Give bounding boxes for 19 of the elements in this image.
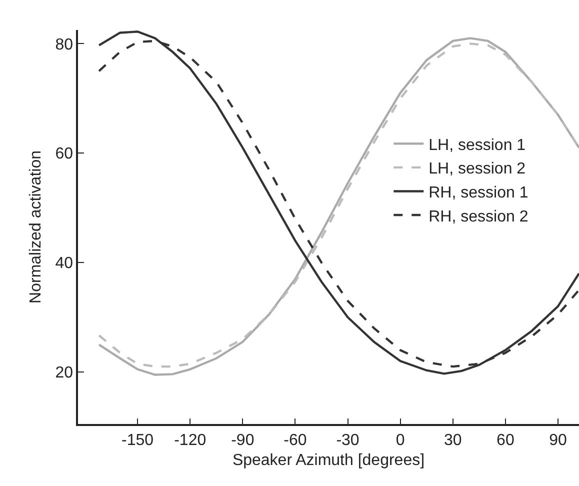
x-tick-label: 90 <box>549 432 567 449</box>
y-tick-label: 60 <box>55 146 74 163</box>
x-tick-label: -90 <box>231 432 254 449</box>
legend-label: LH, session 1 <box>428 136 526 154</box>
legend-label: LH, session 2 <box>428 160 526 178</box>
y-tick-label: 40 <box>55 255 74 272</box>
x-tick-label: -30 <box>336 432 360 449</box>
y-tick-label: 80 <box>55 36 74 54</box>
x-tick-label: -120 <box>174 432 206 449</box>
x-tick-label: -60 <box>284 432 307 449</box>
x-tick-label: 0 <box>396 432 405 449</box>
y-tick-label: 20 <box>55 364 74 382</box>
x-tick-label: 60 <box>496 432 514 449</box>
x-tick-label: -150 <box>122 432 154 449</box>
x-axis-title: Speaker Azimuth [degrees] <box>232 452 425 470</box>
legend-label: RH, session 1 <box>428 184 528 202</box>
y-axis-title: Normalized activation <box>28 150 45 304</box>
legend-label: RH, session 2 <box>428 208 528 226</box>
x-tick-label: 30 <box>444 432 462 449</box>
